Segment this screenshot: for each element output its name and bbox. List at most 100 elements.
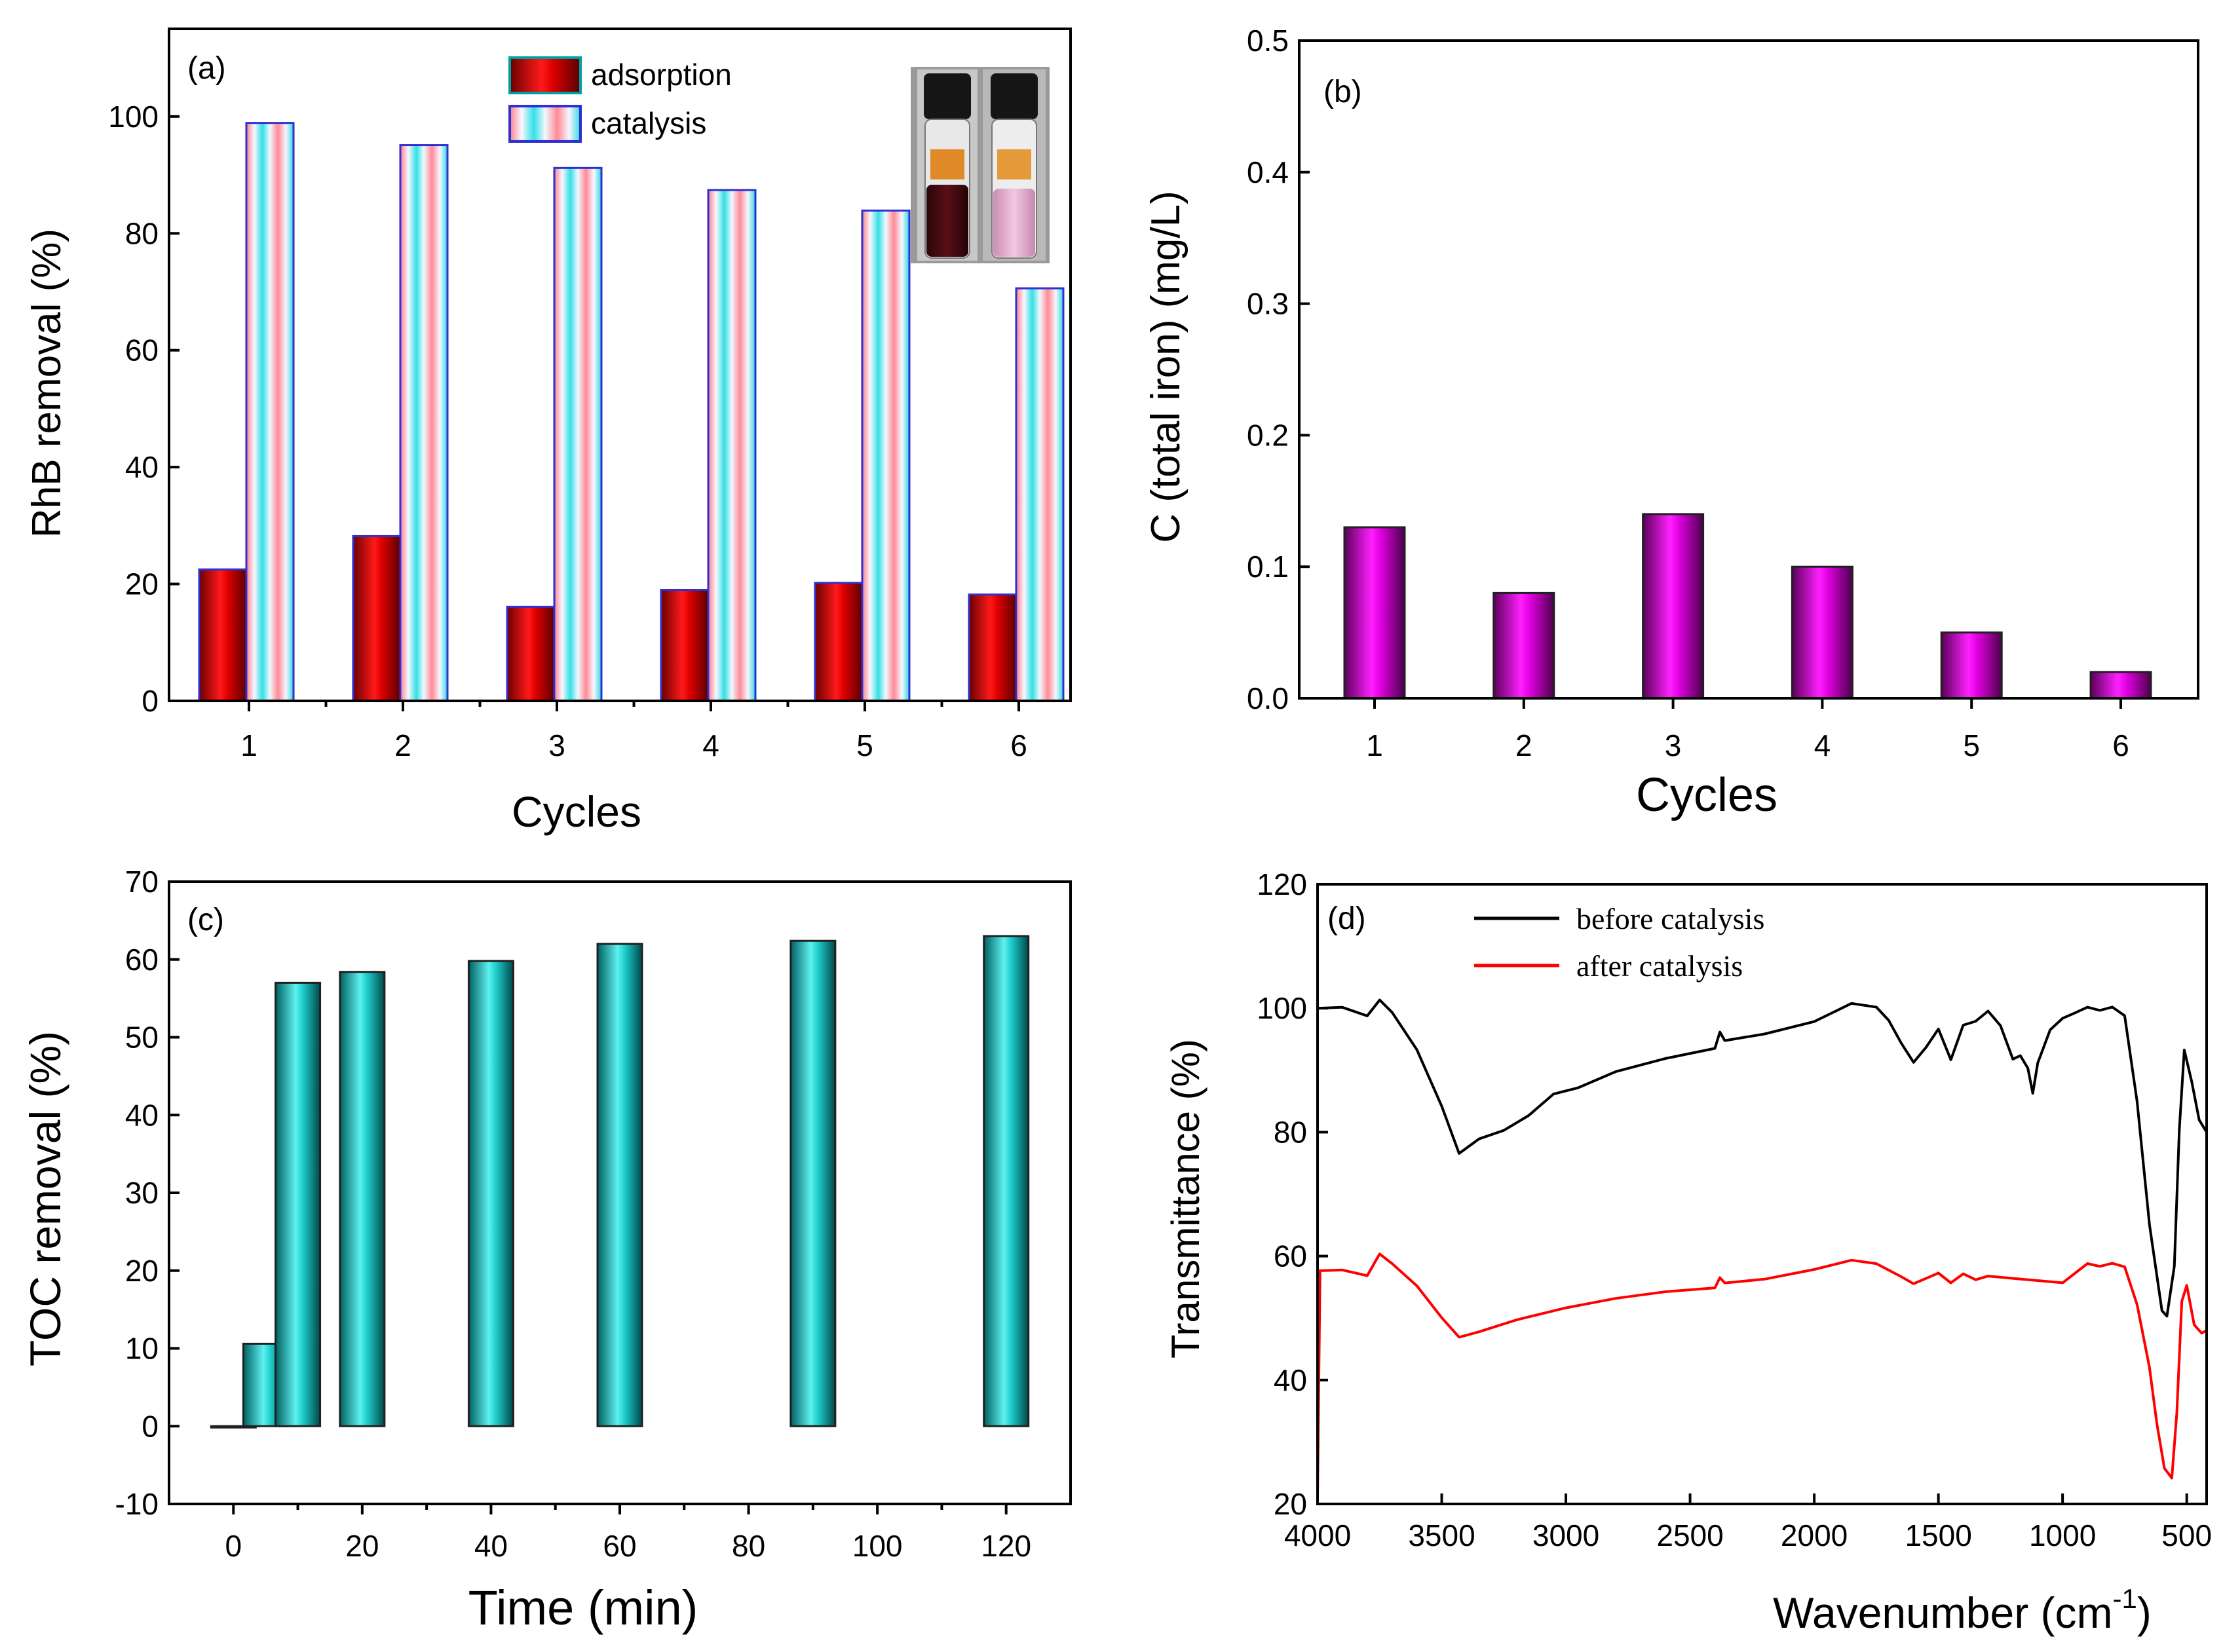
bar-adsorption-cycle-3 [506, 605, 556, 702]
vial-photo-inset [911, 67, 1050, 263]
panel-c-label: (c) [187, 903, 224, 937]
legend-label-adsorption: adsorption [591, 58, 732, 92]
panel-d-x-tick-label: 3000 [1532, 1518, 1599, 1552]
panel-b-x-tick-label: 1 [1366, 728, 1383, 762]
legend-label-catalysis: catalysis [591, 106, 706, 140]
panel-d-x-tick-label: 2500 [1656, 1518, 1723, 1552]
panel-d-x-tick-label: 1000 [2029, 1518, 2096, 1552]
vial-dark-red [926, 185, 968, 257]
bar-total-iron-cycle-1 [1343, 526, 1406, 700]
bar-toc-t20 [339, 971, 386, 1427]
panel-c-x-tick-label: 40 [474, 1529, 508, 1563]
bar-total-iron-cycle-4 [1791, 565, 1853, 700]
panel-d-label: (d) [1327, 901, 1366, 936]
bar-catalysis-cycle-5 [861, 209, 911, 702]
panel-a-y-tick-label: 60 [125, 333, 159, 367]
panel-a-x-tick-label: 3 [548, 728, 565, 762]
panel-c: -10 0 10 20 30 40 50 60 70 0 20 40 60 80 100 120 (c) TO… [21, 865, 1072, 1635]
bar-adsorption-cycle-2 [352, 535, 402, 702]
panel-c-x-tick-label: 80 [732, 1529, 765, 1563]
legend-label-before-catalysis: before catalysis [1576, 902, 1764, 935]
panel-a-y-tick-label: 40 [125, 450, 159, 484]
panel-b-y-tick-label: 0.1 [1247, 550, 1289, 584]
panel-c-x-tick-label: 60 [603, 1529, 636, 1563]
panel-d-x-tick-label: 500 [2161, 1518, 2212, 1552]
bar-catalysis-cycle-1 [245, 122, 295, 702]
panel-d-y-tick-label: 60 [1274, 1239, 1307, 1273]
bar-adsorption-cycle-1 [198, 568, 248, 702]
panel-b-x-tick-label: 2 [1515, 728, 1532, 762]
panel-c-y-tick-label: 30 [125, 1176, 159, 1210]
panel-a: 0 20 40 60 80 100 1 2 3 4 5 6 (a) adsorption cataly… [24, 28, 1072, 836]
panel-b-plot-area: 0.0 0.1 0.2 0.3 0.4 0.5 1 2 3 4 5 6 [1247, 24, 2199, 762]
panel-a-label: (a) [187, 51, 226, 86]
panel-d-y-axis-label: Transmittance (%) [1164, 1039, 1207, 1359]
panel-a-y-tick-label: 80 [125, 216, 159, 250]
vial-light-pink [993, 189, 1035, 257]
panel-a-x-axis-label: Cycles [512, 787, 641, 836]
vial-cap-right [991, 73, 1038, 119]
panel-b-y-tick-label: 0.0 [1247, 681, 1289, 715]
panel-b-x-tick-label: 4 [1814, 728, 1831, 762]
panel-c-plot-area: -10 0 10 20 30 40 50 60 70 0 20 40 60 80 100 120 [115, 865, 1072, 1563]
panel-c-y-axis-label: TOC removal (%) [21, 1031, 69, 1366]
panel-c-y-tick-label: 50 [125, 1021, 159, 1055]
panel-d-x-tick-label: 1500 [1905, 1518, 1971, 1552]
bar-total-iron-cycle-2 [1492, 591, 1555, 700]
bar-catalysis-cycle-4 [707, 189, 757, 702]
bar-adsorption-cycle-5 [814, 582, 864, 702]
panel-d-y-tick-label: 100 [1257, 991, 1307, 1025]
panel-c-y-tick-label: 40 [125, 1098, 159, 1132]
panel-b-y-tick-label: 0.5 [1247, 24, 1289, 58]
panel-a-y-tick-label: 20 [125, 567, 159, 601]
panel-d-y-tick-label: 20 [1274, 1487, 1307, 1521]
panel-b-y-tick-label: 0.4 [1247, 155, 1289, 189]
bar-total-iron-cycle-6 [2089, 671, 2152, 700]
panel-b-y-tick-label: 0.2 [1247, 418, 1289, 452]
panel-b-x-axis-label: Cycles [1636, 769, 1777, 821]
panel-a-x-tick-label: 4 [702, 728, 719, 762]
panel-b: 0.0 0.1 0.2 0.3 0.4 0.5 1 2 3 4 5 6 (b) C (total ir… [1143, 24, 2199, 821]
bar-catalysis-cycle-3 [553, 166, 603, 702]
panel-c-x-axis-label: Time (min) [468, 1581, 698, 1635]
panel-d-x-tick-label: 3500 [1408, 1518, 1475, 1552]
legend-swatch-catalysis [508, 105, 582, 143]
spectrum-before-catalysis [1317, 998, 2208, 1318]
panel-a-y-tick-label: 0 [142, 684, 159, 718]
panel-a-x-tick-label: 2 [394, 728, 411, 762]
panel-a-y-tick-label: 100 [108, 100, 159, 134]
panel-d-y-tick-label: 40 [1274, 1363, 1307, 1397]
panel-a-x-tick-label: 1 [240, 728, 257, 762]
legend-swatch-adsorption [508, 56, 582, 94]
panel-c-plot-frame [168, 880, 1072, 1505]
panel-d-x-axis-label: Wavenumber (cm-1) [1773, 1583, 2152, 1637]
panel-b-x-tick-label: 5 [1963, 728, 1980, 762]
panel-b-plot-frame [1298, 39, 2199, 700]
bar-catalysis-cycle-6 [1015, 287, 1065, 702]
panel-c-y-tick-label: 70 [125, 865, 159, 899]
bar-toc-t10 [275, 981, 322, 1427]
panel-a-x-tick-label: 6 [1010, 728, 1027, 762]
panel-a-plot-frame [168, 28, 1072, 702]
panel-d-plot-area: 20 40 60 80 100 120 4000 3500 3000 2500 2000 1500 10… [1257, 867, 2212, 1552]
panel-d-y-tick-label: 80 [1274, 1115, 1307, 1149]
legend-label-after-catalysis: after catalysis [1576, 949, 1743, 983]
panel-c-x-tick-label: 120 [981, 1529, 1031, 1563]
bar-toc-t60 [596, 943, 643, 1427]
panel-c-x-tick-label: 0 [225, 1529, 242, 1563]
bar-total-iron-cycle-5 [1940, 631, 2003, 700]
panel-a-plot-area: 0 20 40 60 80 100 1 2 3 4 5 6 [108, 28, 1072, 762]
panel-b-x-tick-label: 6 [2112, 728, 2129, 762]
bar-total-iron-cycle-3 [1642, 513, 1705, 700]
panel-d-x-tick-label: 2000 [1781, 1518, 1848, 1552]
panel-b-y-axis-label: C (total iron) (mg/L) [1143, 191, 1188, 542]
bar-toc-t90 [789, 939, 837, 1427]
bar-adsorption-cycle-6 [968, 593, 1017, 702]
panel-c-y-tick-label: 20 [125, 1254, 159, 1288]
panel-c-x-tick-label: 100 [852, 1529, 903, 1563]
spectrum-after-catalysis [1316, 1252, 2207, 1498]
panel-d: 20 40 60 80 100 120 4000 3500 3000 2500 2000 1500 10… [1164, 867, 2212, 1637]
panel-b-y-tick-label: 0.3 [1247, 287, 1289, 321]
panel-a-y-axis-label: RhB removal (%) [24, 229, 69, 538]
